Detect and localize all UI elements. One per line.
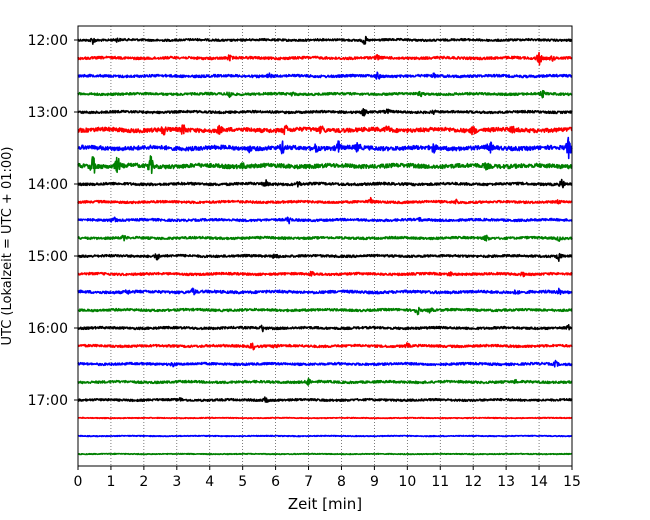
plot-frame [77,25,573,467]
trace-line [77,252,573,263]
x-axis: 0 1 2 3 4 5 6 7 8 9 10 11 12 13 14 15 [74,466,581,490]
y-tick-label: 16:00 [28,321,68,337]
trace-line [77,35,573,45]
y-axis: 12:00 13:00 14:00 15:00 16:00 17:00 [28,33,78,409]
trace-line [77,124,573,136]
y-tick-label: 12:00 [28,33,68,49]
trace-line [77,155,573,175]
trace-line [77,51,573,66]
x-tick-label: 5 [238,474,247,490]
trace-line [77,270,573,278]
trace-line [77,416,573,420]
y-tick-label: 14:00 [28,177,68,193]
x-tick-label: 12 [464,474,482,490]
trace-line [77,377,573,387]
x-tick-label: 11 [431,474,449,490]
trace-line [77,342,573,351]
trace-line [77,234,573,242]
trace-line [77,434,573,438]
x-tick-label: 6 [271,474,280,490]
trace-line [77,396,573,404]
x-tick-label: 1 [106,474,115,490]
x-tick-label: 8 [337,474,346,490]
trace-line [77,71,573,80]
y-tick-label: 13:00 [28,105,68,121]
trace-line [77,287,573,296]
x-tick-label: 0 [74,474,83,490]
x-tick-label: 2 [139,474,148,490]
trace-line [77,196,573,205]
trace-line [77,136,573,160]
trace-line [77,324,573,333]
x-tick-label: 13 [497,474,515,490]
x-tick-label: 3 [172,474,181,490]
x-tick-label: 10 [398,474,416,490]
trace-line [77,216,573,225]
trace-line [77,452,573,456]
x-axis-label: Zeit [min] [288,495,362,513]
trace-line [77,359,573,368]
y-axis-label: UTC (Lokalzeit = UTC + 01:00) [0,147,15,346]
x-tick-label: 15 [563,474,581,490]
x-tick-label: 4 [205,474,214,490]
trace-group [77,35,573,456]
x-tick-label: 7 [304,474,313,490]
trace-line [77,178,573,189]
y-tick-label: 17:00 [28,393,68,409]
trace-line [77,89,573,99]
trace-line [77,306,573,316]
trace-line [77,107,573,117]
x-tick-label: 14 [530,474,548,490]
grid-lines [110,26,540,466]
y-tick-label: 15:00 [28,249,68,265]
x-tick-label: 9 [370,474,379,490]
